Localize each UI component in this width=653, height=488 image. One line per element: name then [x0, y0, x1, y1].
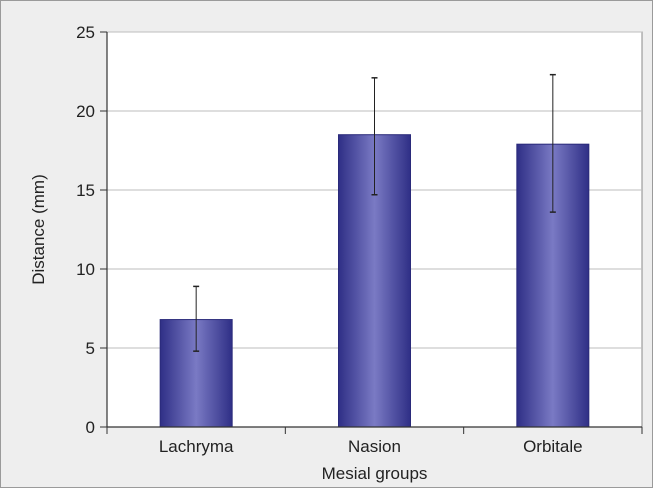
- error-bars: [193, 73, 556, 352]
- x-tick-labels: Lachryma Nasion Orbitale: [159, 437, 583, 456]
- x-axis-title: Mesial groups: [322, 464, 428, 483]
- y-tick-label: 5: [86, 339, 95, 358]
- y-tick-labels: 0 5 10 15 20 25: [76, 23, 95, 437]
- x-tick-label: Lachryma: [159, 437, 234, 456]
- x-tick-label: Nasion: [348, 437, 401, 456]
- y-tick-label: 15: [76, 181, 95, 200]
- axes: [100, 31, 643, 434]
- x-tick-label: Orbitale: [523, 437, 583, 456]
- y-tick-label: 25: [76, 23, 95, 42]
- y-tick-label: 20: [76, 102, 95, 121]
- y-tick-label: 10: [76, 260, 95, 279]
- y-axis-title: Distance (mm): [29, 174, 48, 285]
- y-tick-label: 0: [86, 418, 95, 437]
